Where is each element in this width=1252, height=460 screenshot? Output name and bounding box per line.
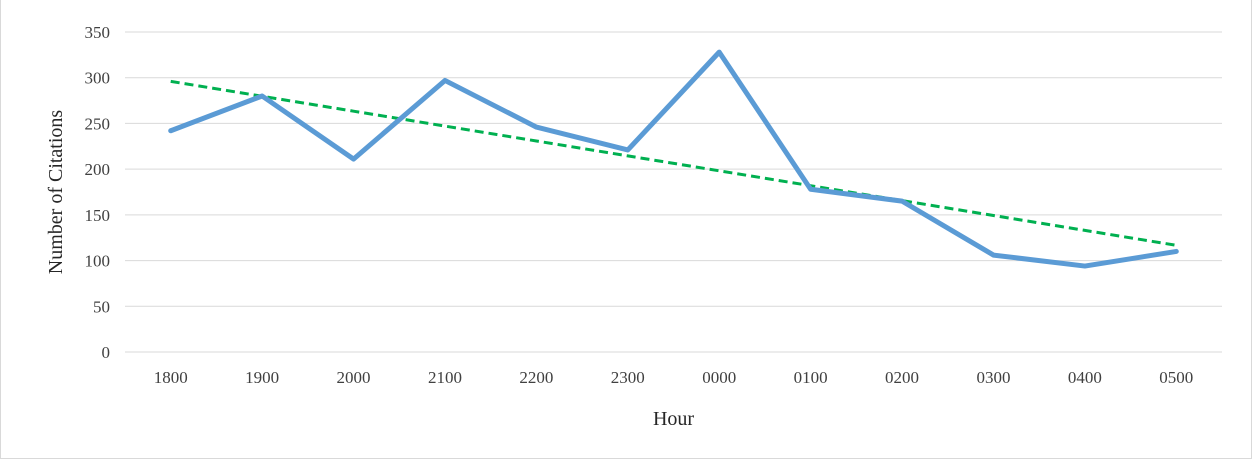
citations-line (168, 49, 1179, 269)
y-axis-tick-labels: 0 50 100 150 200 250 300 350 (85, 23, 111, 362)
y-tick-label: 250 (85, 114, 111, 133)
x-tick-label: 2000 (337, 368, 371, 387)
y-axis-title: Number of Citations (45, 110, 67, 275)
y-tick-label: 50 (93, 297, 110, 316)
x-tick-label: 1900 (245, 368, 279, 387)
y-tick-label: 100 (85, 252, 111, 271)
x-tick-label: 2300 (611, 368, 645, 387)
x-tick-label: 2100 (428, 368, 462, 387)
x-tick-label: 0000 (702, 368, 736, 387)
x-tick-label: 0400 (1068, 368, 1102, 387)
x-axis-tick-labels: 1800 1900 2000 2100 2200 2300 0000 0100 0200 0300… (154, 368, 1194, 387)
trendline (170, 79, 1177, 247)
x-tick-label: 0200 (885, 368, 919, 387)
x-tick-label: 0300 (976, 368, 1010, 387)
y-tick-label: 0 (102, 343, 111, 362)
y-tick-label: 300 (85, 69, 111, 88)
gridlines (125, 31, 1222, 353)
y-tick-label: 350 (85, 23, 111, 42)
x-tick-label: 0500 (1159, 368, 1193, 387)
x-axis-title: Hour (653, 408, 694, 430)
x-tick-label: 2200 (519, 368, 553, 387)
x-tick-label: 0100 (794, 368, 828, 387)
y-tick-label: 200 (85, 160, 111, 179)
x-tick-label: 1800 (154, 368, 188, 387)
y-tick-label: 150 (85, 206, 111, 225)
series-lines (168, 49, 1179, 269)
